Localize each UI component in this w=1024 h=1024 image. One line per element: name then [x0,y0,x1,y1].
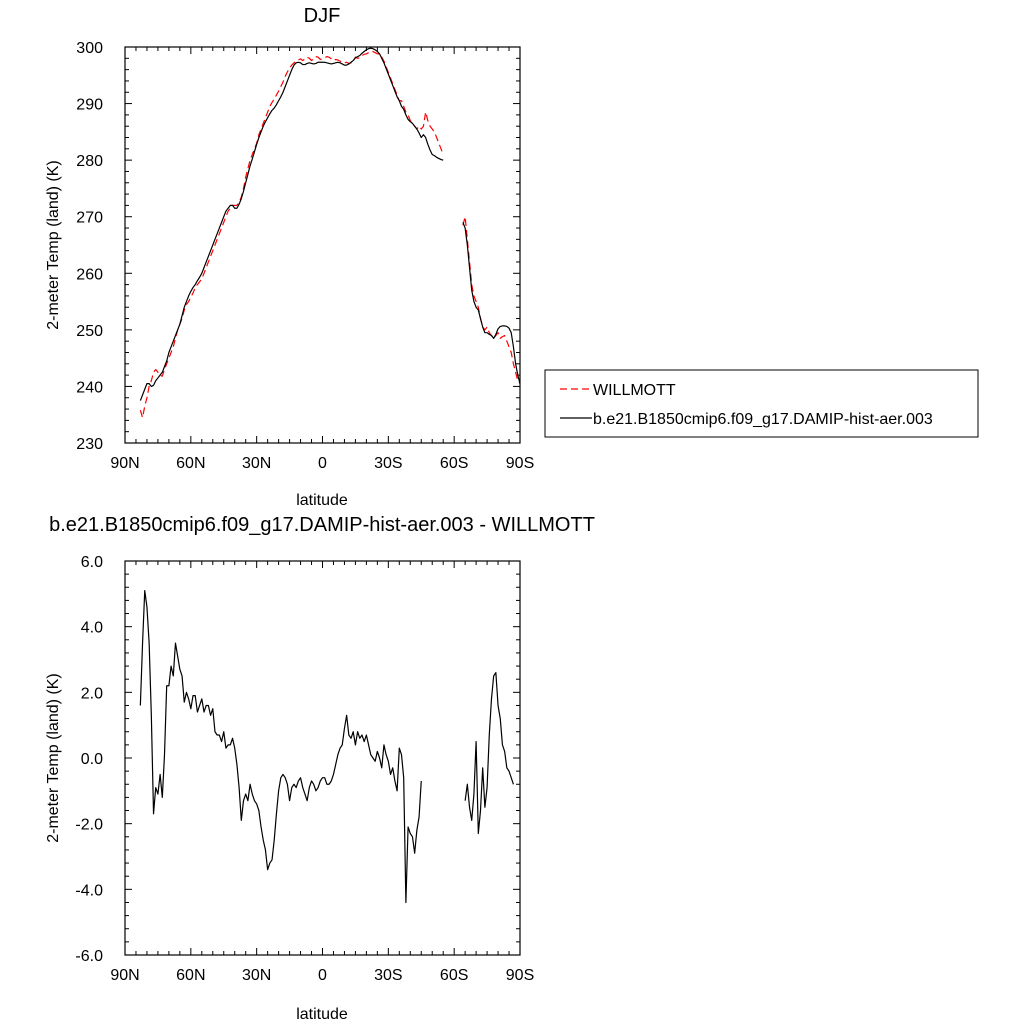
top-x-tick-label: 30N [242,455,271,472]
bottom-series-0-line-segment-1 [464,672,514,835]
bottom-series-group [139,589,514,904]
top-y-tick-label: 260 [76,266,103,283]
top-title: DJF [304,5,341,27]
top-y-tick-label: 290 [76,97,103,114]
bottom-x-tick-label: 60N [176,967,205,984]
bottom-y-tick-label: -4.0 [75,882,103,899]
bottom-xlabel: latitude [296,1006,348,1023]
bottom-x-tick-label: 30S [374,967,402,984]
bottom-x-tick-label: 60S [440,967,468,984]
bottom-x-tick-label: 90S [506,967,534,984]
bottom-x-tick-label: 0 [318,967,327,984]
top-x-tick-label: 60S [440,455,468,472]
top-series-1-line-segment-0 [139,47,444,401]
bottom-ylabel: 2-meter Temp (land) (K) [45,673,62,843]
top-x-tick-label: 60N [176,455,205,472]
bottom-plot-frame [124,560,521,956]
top-x-tick-label: 30S [374,455,402,472]
top-y-tick-label: 280 [76,153,103,170]
bottom-y-tick-label: -2.0 [75,817,103,834]
top-y-tick-label: 230 [76,436,103,453]
top-y-tick-label: 250 [76,323,103,340]
bottom-axis-frame: 90N 60N 30N 0 30S 60S 90S -6.0 -4.0 -2.0 0.0 2.0 4.0… [75,554,534,984]
top-axis-frame: 90N 60N 30N 0 30S 60S 90S 230 240 250 260 270 280 290… [76,40,534,472]
bottom-y-tick-label: -6.0 [75,948,103,965]
bottom-y-tick-label: 4.0 [81,620,103,637]
bottom-x-tick-label: 30N [242,967,271,984]
bottom-panel: b.e21.B1850cmip6.f09_g17.DAMIP-hist-aer.… [45,514,595,1023]
bottom-series-0-line-segment-0 [139,589,422,904]
top-series-group [139,47,521,419]
bottom-y-tick-label: 2.0 [81,685,103,702]
top-xlabel: latitude [296,492,348,509]
legend-label-willmott: WILLMOTT [593,382,676,399]
bottom-title: b.e21.B1850cmip6.f09_g17.DAMIP-hist-aer.… [49,514,595,536]
top-x-tick-label: 90N [110,455,139,472]
top-series-0-line-segment-0 [139,50,444,419]
top-ylabel: 2-meter Temp (land) (K) [45,160,62,330]
top-series-1-line-segment-1 [462,222,521,384]
top-panel: DJF 90N 60N 30N 0 30S 60S 90S 230 240 250 260 270 28… [45,5,534,509]
legend: WILLMOTT b.e21.B1850cmip6.f09_g17.DAMIP-… [544,369,979,438]
top-y-tick-label: 240 [76,379,103,396]
bottom-y-tick-label: 6.0 [81,554,103,571]
top-plot-frame [124,46,521,444]
top-y-tick-label: 300 [76,40,103,57]
top-x-tick-label: 90S [506,455,534,472]
legend-label-model: b.e21.B1850cmip6.f09_g17.DAMIP-hist-aer.… [593,411,933,428]
bottom-x-tick-label: 90N [110,967,139,984]
legend-box [544,369,979,438]
bottom-y-tick-label: 0.0 [81,751,103,768]
top-series-0-line-segment-1 [462,216,521,384]
top-y-tick-label: 270 [76,210,103,227]
top-x-tick-label: 0 [318,455,327,472]
